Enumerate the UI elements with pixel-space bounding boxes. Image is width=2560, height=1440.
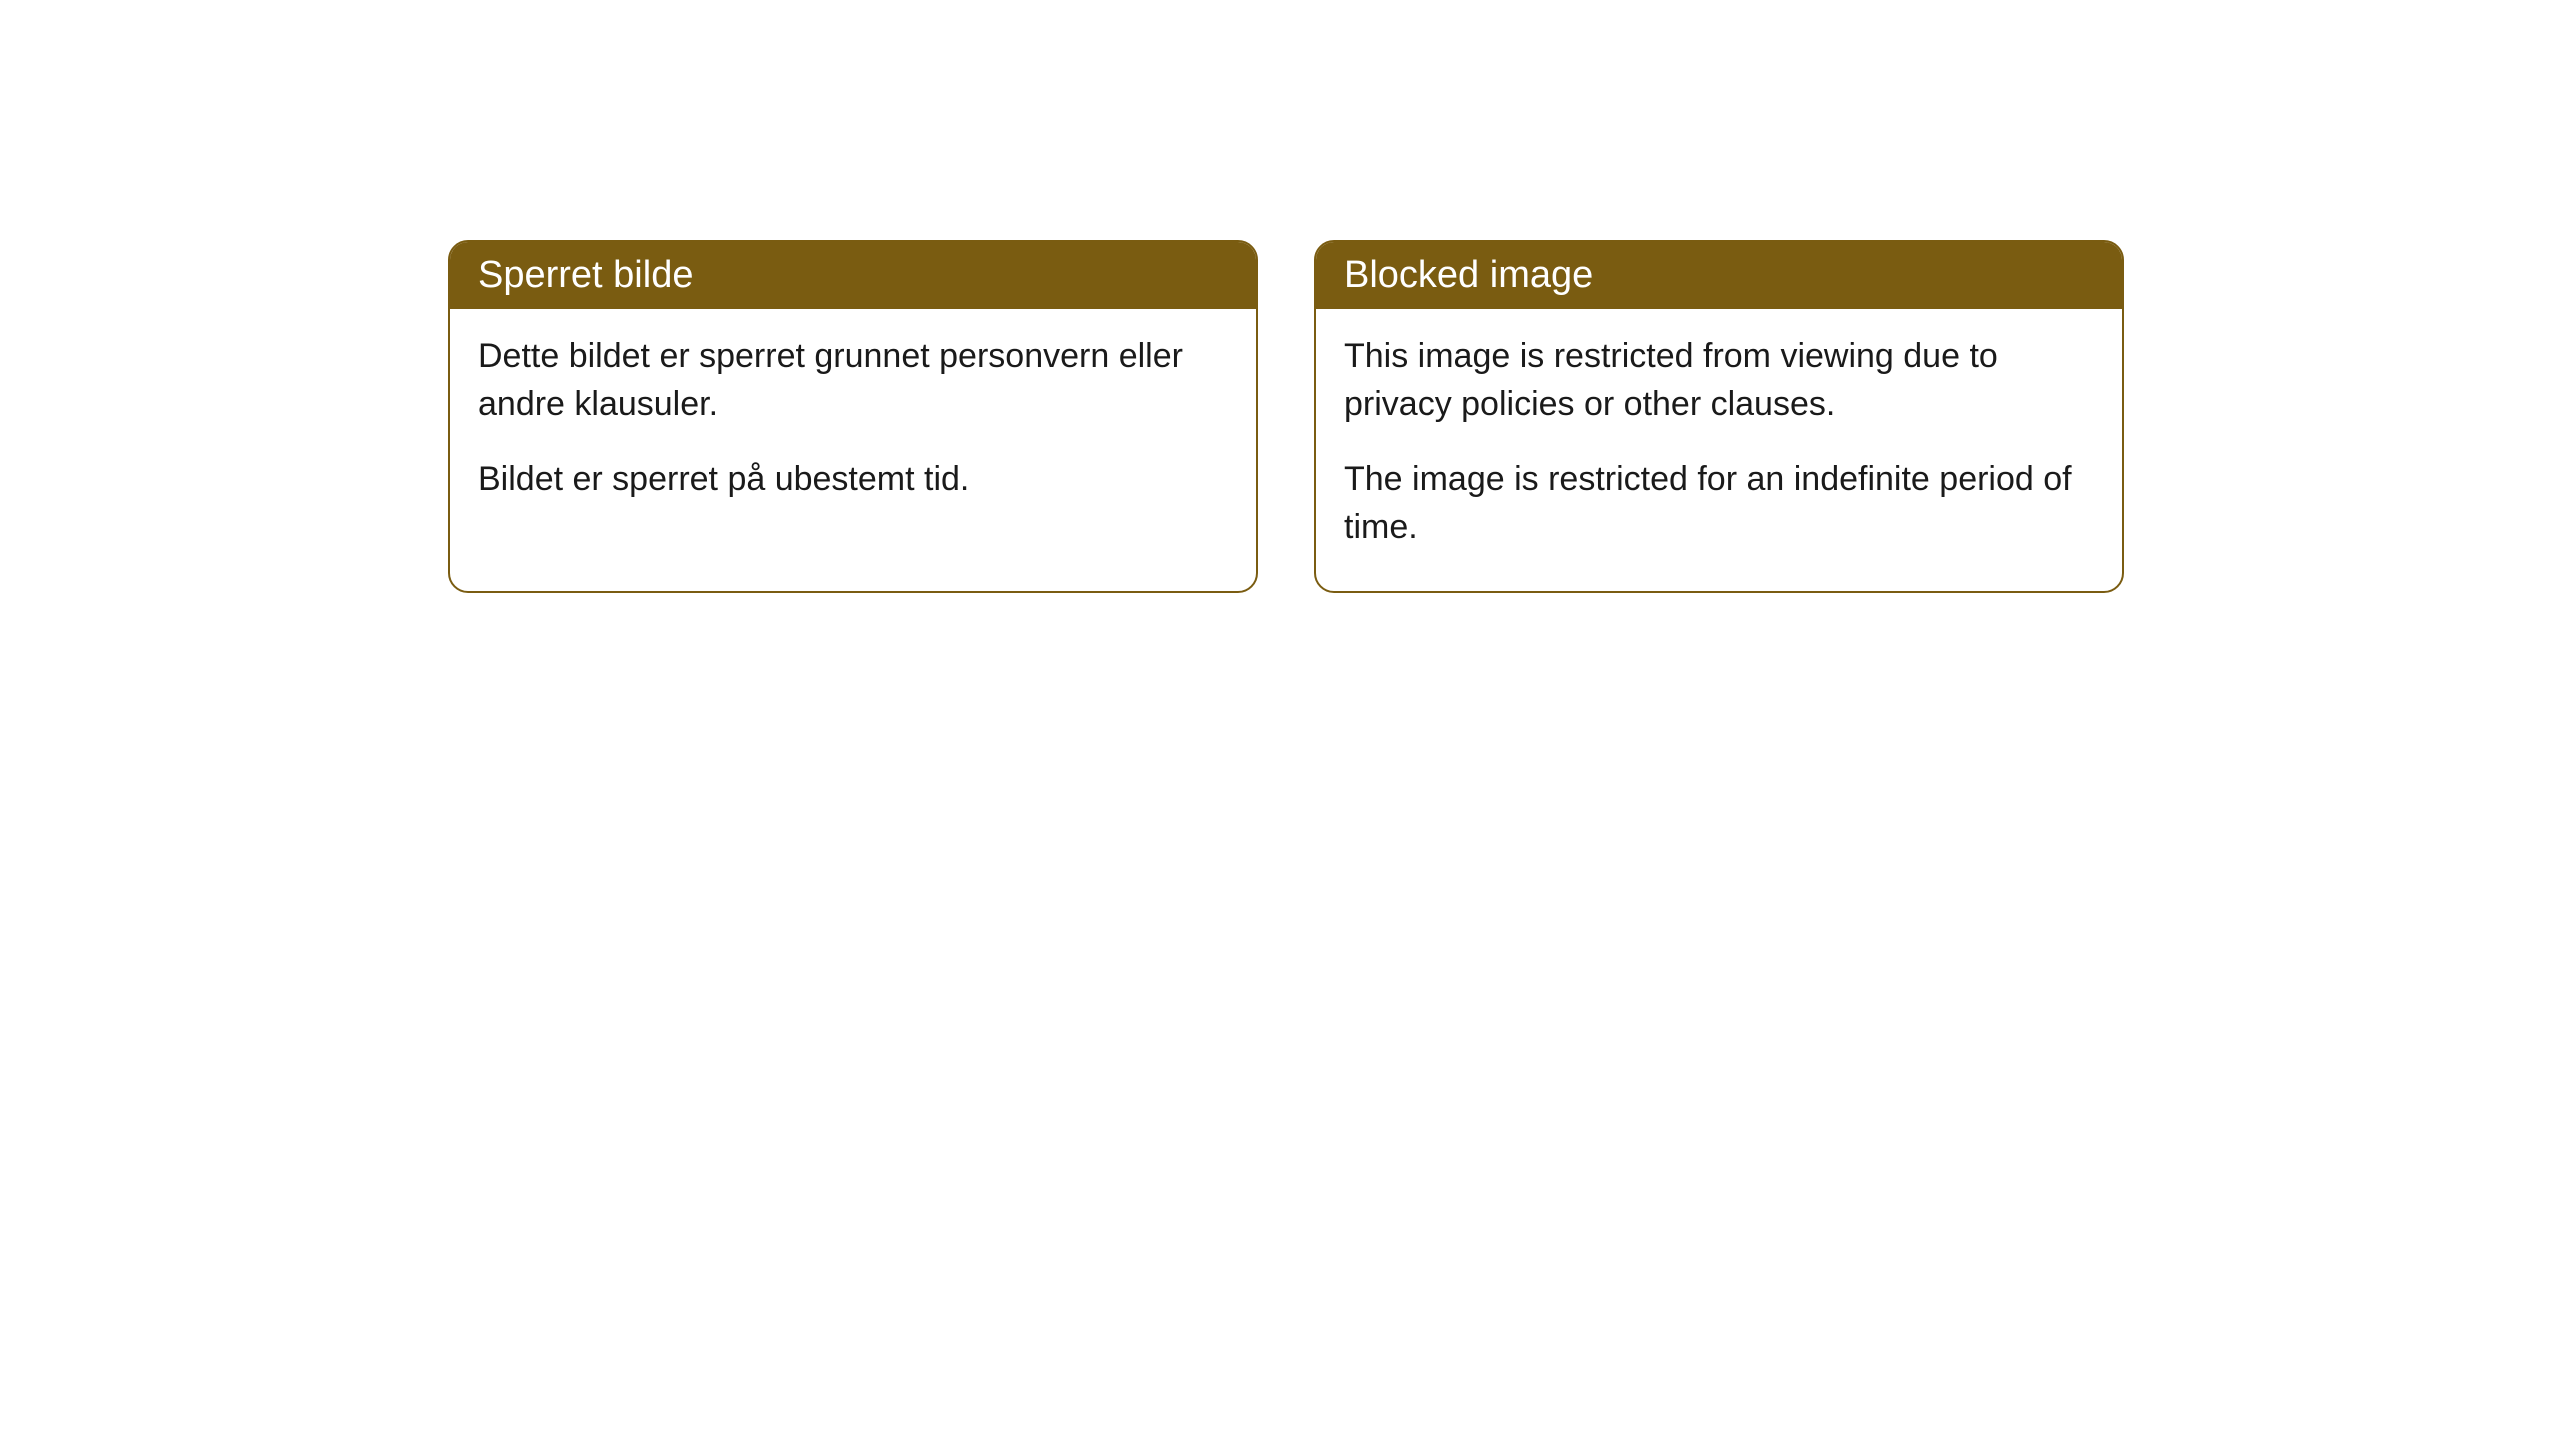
card-paragraph-1: This image is restricted from viewing du…: [1344, 333, 2094, 428]
card-paragraph-1: Dette bildet er sperret grunnet personve…: [478, 333, 1228, 428]
card-paragraph-2: Bildet er sperret på ubestemt tid.: [478, 456, 1228, 504]
blocked-image-card-norwegian: Sperret bilde Dette bildet er sperret gr…: [448, 240, 1258, 593]
cards-container: Sperret bilde Dette bildet er sperret gr…: [448, 240, 2124, 593]
card-header: Sperret bilde: [450, 242, 1256, 309]
card-title: Sperret bilde: [478, 254, 693, 296]
card-header: Blocked image: [1316, 242, 2122, 309]
card-body: This image is restricted from viewing du…: [1316, 309, 2122, 591]
card-body: Dette bildet er sperret grunnet personve…: [450, 309, 1256, 544]
card-paragraph-2: The image is restricted for an indefinit…: [1344, 456, 2094, 551]
card-title: Blocked image: [1344, 254, 1593, 296]
blocked-image-card-english: Blocked image This image is restricted f…: [1314, 240, 2124, 593]
